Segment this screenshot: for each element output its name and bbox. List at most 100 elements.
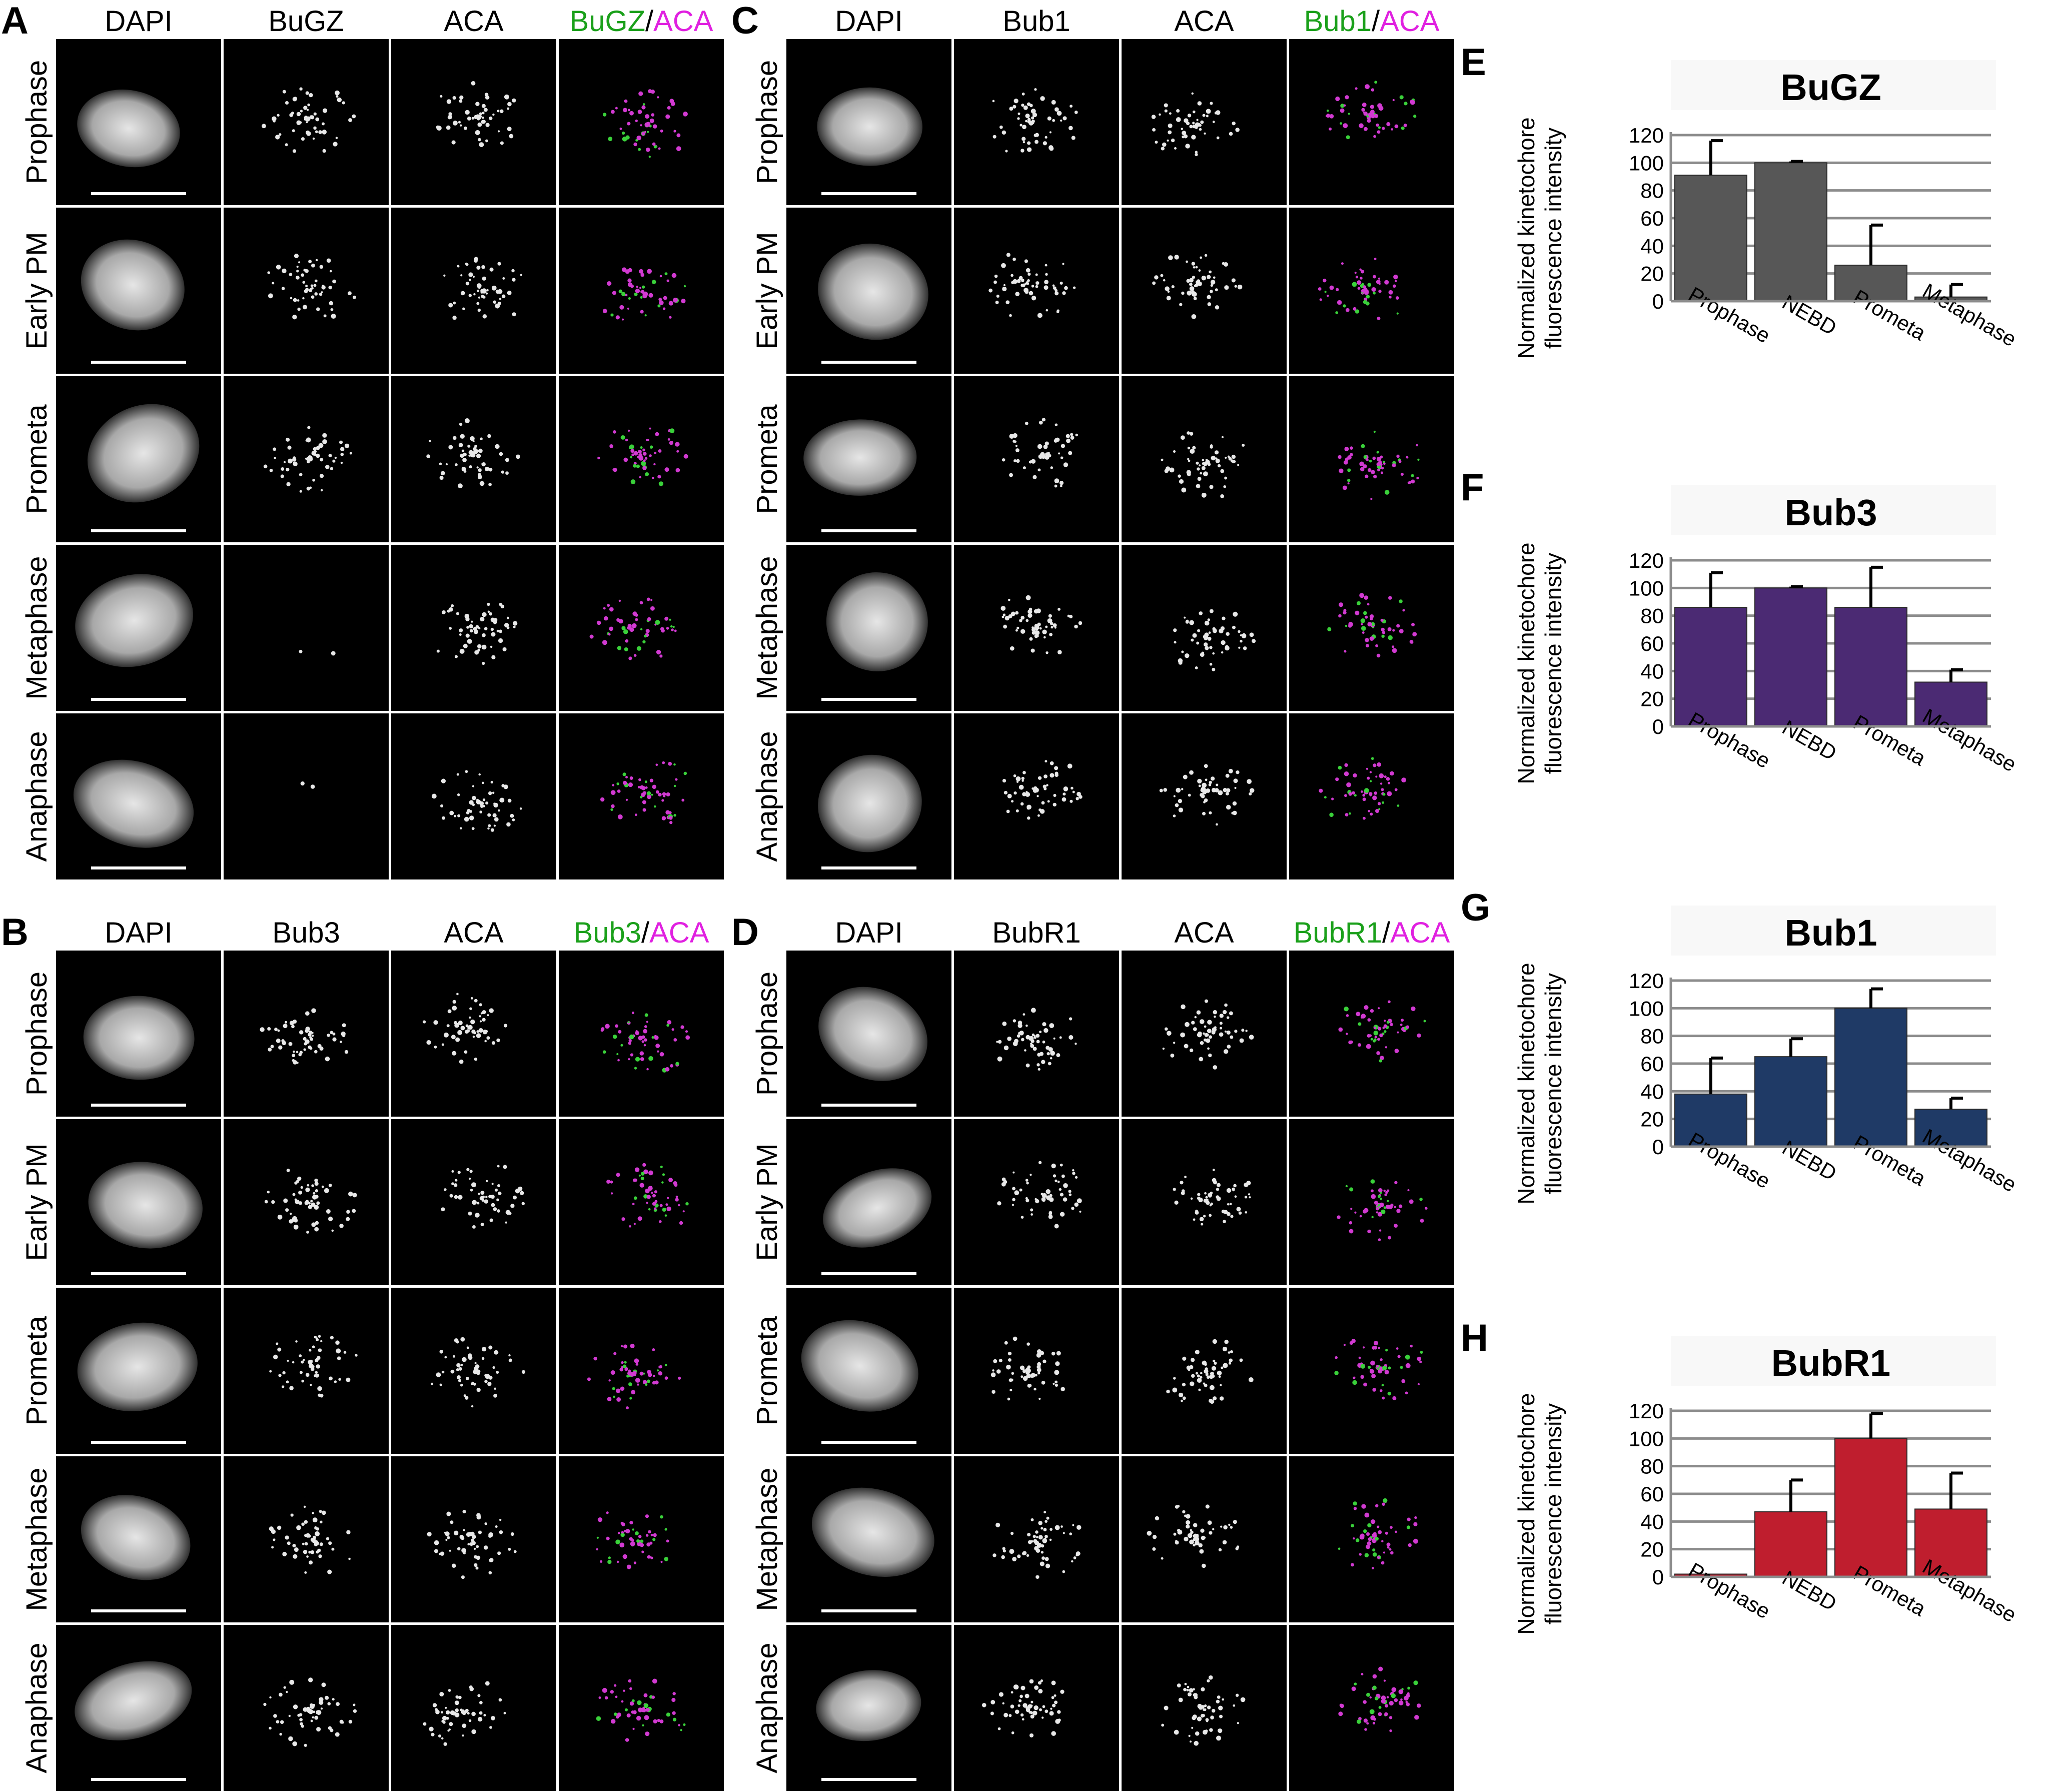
signal-speck bbox=[646, 1068, 649, 1071]
signal-speck bbox=[312, 1512, 314, 1514]
signal-speck bbox=[441, 778, 446, 783]
signal-speck bbox=[628, 1679, 632, 1683]
signal-speck bbox=[479, 1196, 484, 1201]
signal-speck bbox=[1026, 1373, 1032, 1378]
signal-speck bbox=[1171, 285, 1175, 289]
signal-speck bbox=[1182, 1396, 1186, 1400]
signal-speck bbox=[1197, 467, 1200, 471]
signal-speck bbox=[1403, 124, 1407, 128]
signal-speck bbox=[1374, 81, 1378, 84]
signal-speck bbox=[1186, 1524, 1190, 1529]
signal-speck bbox=[348, 1557, 351, 1560]
signal-speck bbox=[443, 274, 446, 277]
signal-speck bbox=[1036, 1034, 1040, 1038]
signal-speck bbox=[1400, 1698, 1403, 1701]
signal-speck bbox=[1061, 1174, 1065, 1178]
signal-speck bbox=[469, 815, 474, 820]
signal-speck bbox=[1051, 100, 1056, 105]
signal-speck bbox=[1388, 596, 1392, 600]
signal-speck bbox=[481, 265, 485, 269]
signal-speck bbox=[1208, 631, 1211, 634]
signal-speck bbox=[463, 452, 467, 457]
signal-speck bbox=[1231, 278, 1236, 283]
signal-speck bbox=[658, 449, 662, 453]
signal-speck bbox=[1187, 446, 1191, 450]
micrograph-image bbox=[1122, 951, 1287, 1117]
signal-speck bbox=[1379, 1206, 1382, 1208]
signal-speck bbox=[454, 1021, 457, 1025]
signal-speck bbox=[1401, 1379, 1406, 1383]
signal-speck bbox=[296, 1525, 301, 1530]
signal-speck bbox=[1029, 1733, 1034, 1737]
y-tick-label: 120 bbox=[1629, 969, 1664, 993]
signal-speck bbox=[1050, 622, 1054, 626]
signal-speck bbox=[508, 1358, 512, 1362]
signal-speck bbox=[1169, 467, 1175, 473]
signal-speck bbox=[1343, 123, 1348, 129]
signal-speck bbox=[1047, 1052, 1050, 1056]
signal-speck bbox=[1197, 1378, 1202, 1383]
signal-speck bbox=[992, 1553, 996, 1557]
signal-speck bbox=[474, 1555, 478, 1559]
signal-speck bbox=[445, 1710, 450, 1715]
signal-speck bbox=[1384, 1193, 1387, 1196]
signal-speck bbox=[1060, 119, 1063, 122]
signal-speck bbox=[1373, 1027, 1376, 1030]
signal-speck bbox=[1360, 790, 1363, 793]
signal-speck bbox=[1371, 1373, 1376, 1378]
signal-speck bbox=[1019, 1188, 1022, 1192]
micrograph-image bbox=[391, 39, 556, 205]
signal-speck bbox=[448, 1728, 451, 1731]
signal-speck bbox=[1178, 658, 1183, 663]
signal-speck bbox=[1337, 1215, 1341, 1219]
signal-speck bbox=[646, 1195, 651, 1199]
signal-speck bbox=[671, 273, 677, 278]
signal-speck bbox=[289, 273, 293, 277]
scale-bar bbox=[91, 361, 186, 364]
signal-speck bbox=[1193, 1534, 1198, 1538]
signal-speck bbox=[1404, 1695, 1409, 1701]
signal-speck bbox=[295, 1340, 298, 1343]
signal-speck bbox=[1393, 274, 1398, 280]
signal-speck bbox=[1058, 608, 1061, 611]
signal-speck bbox=[308, 1202, 311, 1205]
micrograph-image bbox=[559, 376, 724, 542]
y-tick-label: 0 bbox=[1652, 715, 1664, 738]
scale-bar bbox=[821, 1778, 916, 1781]
signal-speck bbox=[490, 780, 493, 784]
micrograph-render bbox=[1338, 1498, 1418, 1569]
signal-speck bbox=[313, 284, 317, 287]
signal-speck bbox=[620, 1532, 625, 1537]
signal-speck bbox=[1200, 1376, 1203, 1379]
signal-speck bbox=[1400, 1366, 1403, 1369]
signal-speck bbox=[1032, 630, 1036, 635]
signal-speck bbox=[488, 791, 492, 795]
signal-speck bbox=[267, 271, 271, 274]
column-header-c3: ACA bbox=[444, 5, 504, 38]
signal-speck bbox=[1212, 652, 1215, 655]
panel-letter-d: D bbox=[731, 911, 759, 954]
signal-speck bbox=[1417, 1383, 1420, 1385]
signal-speck bbox=[622, 1554, 627, 1559]
signal-speck bbox=[620, 435, 625, 440]
signal-speck bbox=[1047, 116, 1052, 121]
signal-speck bbox=[652, 1538, 656, 1541]
signal-speck bbox=[305, 91, 309, 95]
signal-speck bbox=[1362, 816, 1366, 820]
bar-nebd bbox=[1754, 1056, 1827, 1147]
signal-speck bbox=[1353, 1376, 1356, 1379]
signal-speck bbox=[1226, 788, 1231, 793]
signal-speck bbox=[667, 1020, 672, 1025]
chart-title: Bub3 bbox=[1785, 492, 1877, 533]
bar-metaphase bbox=[1914, 681, 1987, 727]
signal-speck bbox=[1376, 457, 1382, 462]
signal-speck bbox=[278, 1374, 282, 1377]
signal-speck bbox=[1035, 1198, 1037, 1201]
signal-speck bbox=[1347, 478, 1351, 482]
signal-speck bbox=[1220, 494, 1224, 498]
signal-speck bbox=[628, 656, 632, 660]
signal-speck bbox=[638, 1174, 641, 1177]
signal-speck bbox=[1241, 1029, 1245, 1032]
micrograph-render bbox=[992, 88, 1078, 153]
signal-speck bbox=[1364, 788, 1369, 793]
